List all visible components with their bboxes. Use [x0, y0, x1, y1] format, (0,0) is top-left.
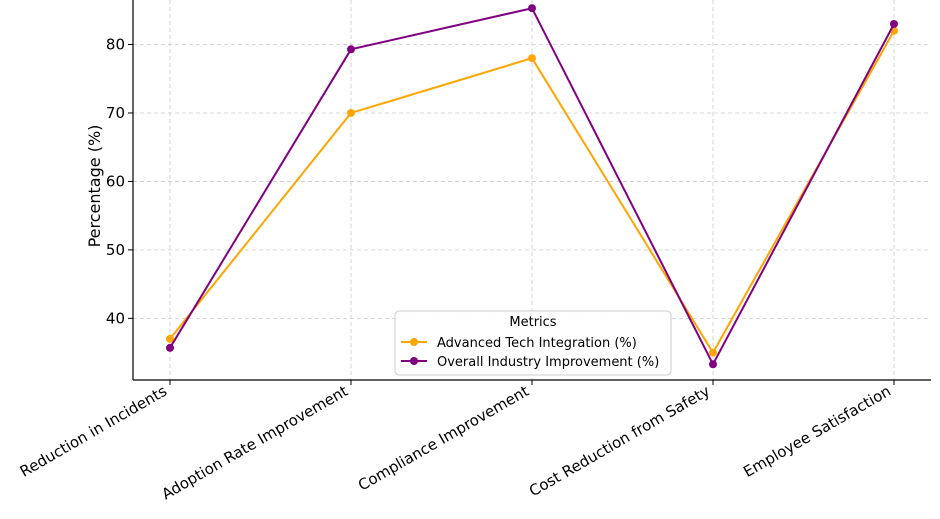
- y-tick-label: 70: [106, 104, 125, 122]
- data-point: [166, 334, 174, 343]
- legend: Metrics Advanced Tech Integration (%) Ove…: [394, 310, 672, 376]
- legend-title: Metrics: [509, 315, 556, 330]
- series-group: [166, 4, 898, 369]
- data-point: [347, 45, 355, 54]
- data-point: [709, 348, 717, 357]
- x-tick-label: Adoption Rate Improvement: [159, 382, 352, 504]
- data-point: [528, 4, 536, 13]
- data-point: [166, 343, 174, 352]
- legend-swatch-marker: [410, 357, 418, 365]
- data-point: [709, 360, 717, 369]
- legend-items: Advanced Tech Integration (%) Overall Ind…: [401, 336, 659, 370]
- grid-lines: [133, 0, 931, 380]
- legend-box: [394, 310, 672, 376]
- y-axis-label: Percentage (%): [85, 125, 104, 248]
- y-tick-label: 40: [106, 309, 125, 327]
- x-tick-label: Reduction in Incidents: [17, 382, 170, 481]
- legend-swatch-marker: [410, 338, 418, 346]
- data-point: [528, 54, 536, 63]
- legend-entry-label: Advanced Tech Integration (%): [437, 336, 637, 351]
- legend-entry-label: Overall Industry Improvement (%): [437, 355, 659, 370]
- x-tick-label: Cost Reduction from Safety: [526, 382, 713, 500]
- data-point: [347, 108, 355, 117]
- y-tick-label: 80: [106, 36, 125, 54]
- y-tick-label: 60: [106, 172, 125, 190]
- y-ticks: 40 50 60 70 80: [106, 36, 133, 327]
- x-tick-label: Compliance Improvement: [355, 382, 532, 495]
- data-point: [890, 19, 898, 28]
- y-tick-label: 50: [106, 241, 125, 259]
- x-tick-label: Employee Satisfaction: [740, 382, 894, 481]
